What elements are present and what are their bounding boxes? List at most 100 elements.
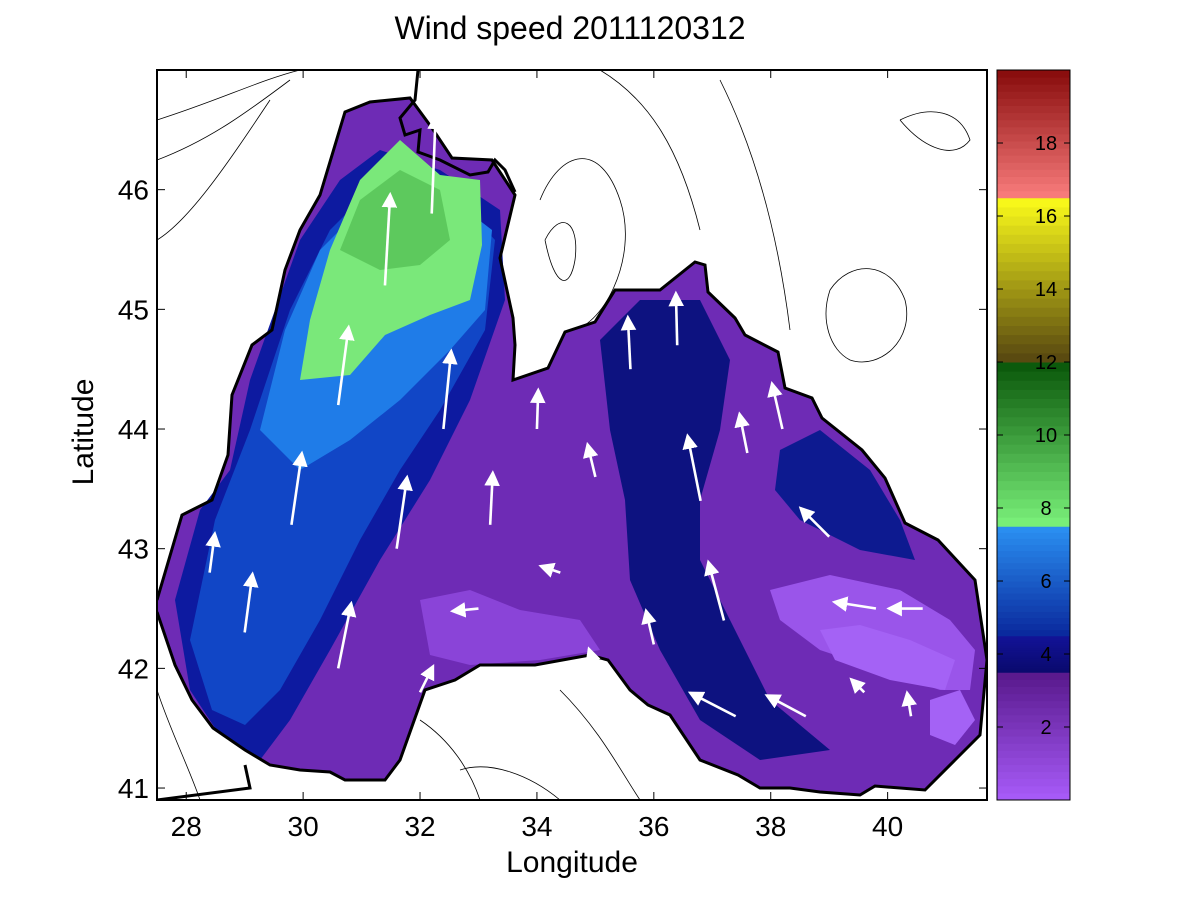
colorbar-step: [997, 556, 1070, 564]
wind-arrow: [641, 608, 657, 645]
wind-vectors: [205, 113, 923, 718]
colorbar-step: [997, 662, 1070, 665]
wind-arrow: [764, 694, 807, 718]
wind-arrow: [734, 411, 750, 454]
colorbar-step: [997, 538, 1070, 545]
colorbar-step: [997, 77, 1070, 85]
wind-arrow: [849, 677, 866, 695]
coastline: [157, 96, 987, 797]
wind-arrow: [798, 506, 831, 538]
colorbar-step: [997, 750, 1070, 758]
y-tick-label: 43: [118, 534, 149, 565]
colorbar-step: [997, 444, 1070, 454]
colorbar-step: [997, 425, 1070, 436]
colorbar-step: [997, 169, 1070, 177]
coastline-north: [398, 70, 517, 193]
colorbar-step: [997, 517, 1070, 527]
x-tick-label: 34: [521, 811, 552, 842]
colorbar-step: [997, 435, 1070, 445]
wind-arrow: [205, 531, 221, 573]
wind-arrow: [427, 113, 443, 214]
x-axis: 28 30 32 34 36 38 40: [171, 70, 903, 842]
colorbar-step: [997, 778, 1070, 787]
colorbar-step: [997, 407, 1070, 418]
colorbar-step: [997, 544, 1070, 552]
colorbar-step: [997, 757, 1070, 766]
colorbar-step: [997, 532, 1070, 539]
colorbar-step: [997, 216, 1070, 226]
colorbar-step: [997, 279, 1070, 290]
wind-arrow: [484, 470, 500, 525]
colorbar-step: [997, 664, 1070, 667]
wind-arrow: [395, 474, 413, 549]
y-axis-label: Latitude: [67, 378, 100, 486]
contour-line: [825, 268, 908, 363]
colorbar-step: [997, 686, 1070, 695]
colorbar-step: [997, 453, 1070, 463]
y-tick-label: 45: [118, 294, 149, 325]
colorbar-step: [997, 489, 1070, 500]
colorbar-step: [997, 693, 1070, 702]
contour-line: [559, 689, 641, 800]
x-axis-label: Longitude: [506, 846, 638, 879]
contour-line: [899, 111, 971, 151]
colorbar-step: [997, 380, 1070, 390]
colorbar-tick-label: 16: [1035, 206, 1057, 228]
contour-line: [719, 79, 791, 331]
wind-arrow: [767, 380, 784, 430]
colorbar-step: [997, 289, 1070, 299]
colorbar-step: [997, 764, 1070, 773]
contour-line: [157, 70, 301, 121]
colorbar-step: [997, 641, 1070, 645]
colorbar-step: [997, 206, 1070, 217]
colorbar-step: [997, 617, 1070, 625]
colorbar-step: [997, 623, 1070, 631]
colorbar-tick-label: 12: [1035, 352, 1057, 374]
colorbar-step: [997, 162, 1070, 170]
wind-arrow: [290, 450, 308, 525]
x-tick-label: 32: [404, 811, 435, 842]
colorbar-step: [997, 98, 1070, 106]
region-green: [340, 170, 450, 270]
colorbar-step: [997, 587, 1070, 594]
colorbar-step: [997, 371, 1070, 381]
colorbar-step: [997, 105, 1070, 114]
colorbar-tick-label: 18: [1035, 133, 1057, 155]
wind-arrow: [336, 324, 355, 406]
colorbar-step: [997, 649, 1070, 653]
y-tick-label: 44: [118, 414, 149, 445]
colorbar-step: [997, 771, 1070, 780]
colorbar-step: [997, 792, 1070, 801]
region-southeast-bright: [820, 625, 955, 690]
wind-arrow: [682, 433, 702, 502]
colorbar-step: [997, 643, 1070, 647]
colorbar-tick-label: 10: [1035, 425, 1057, 447]
wind-arrow: [381, 191, 398, 286]
y-axis: 41 42 43 44 45 46: [118, 175, 987, 804]
contour-line: [459, 766, 561, 800]
wind-arrow: [620, 314, 637, 370]
colorbar-step: [997, 316, 1070, 326]
colorbar-step: [997, 714, 1070, 723]
colorbar-step: [997, 197, 1070, 208]
colorbar-tick-label: 2: [1040, 717, 1051, 739]
wind-arrow: [585, 646, 601, 669]
contour-line: [157, 99, 271, 241]
colorbar-step: [997, 190, 1070, 199]
colorbar-step: [997, 574, 1070, 582]
colorbar-step: [997, 325, 1070, 336]
colorbar-step: [997, 611, 1070, 618]
colorbar-step: [997, 635, 1070, 639]
colorbar-step: [997, 471, 1070, 482]
colorbar-step: [997, 84, 1070, 92]
colorbar-step: [997, 126, 1070, 135]
colorbar-step: [997, 352, 1070, 363]
wind-arrow: [831, 596, 877, 612]
wind-arrow: [243, 571, 259, 633]
contour-line: [599, 70, 701, 231]
colorbar-step: [997, 140, 1070, 149]
coastline-south-edge: [157, 764, 252, 800]
colorbar-step: [997, 389, 1070, 399]
y-tick-label: 42: [118, 653, 149, 684]
